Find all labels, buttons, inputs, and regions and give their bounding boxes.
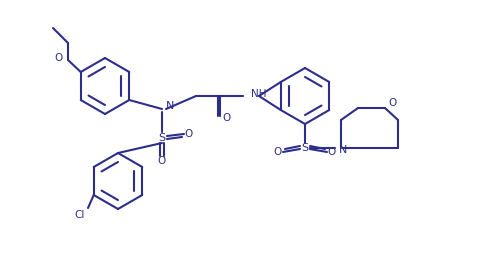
Text: O: O xyxy=(158,156,166,166)
Text: N: N xyxy=(339,145,348,155)
Text: Cl: Cl xyxy=(75,210,85,220)
Text: O: O xyxy=(389,98,397,108)
Text: S: S xyxy=(301,143,308,153)
Text: O: O xyxy=(274,147,282,157)
Text: S: S xyxy=(158,133,165,143)
Text: NH: NH xyxy=(251,89,267,99)
Text: O: O xyxy=(55,53,63,63)
Text: N: N xyxy=(166,101,175,111)
Text: O: O xyxy=(185,129,193,139)
Text: O: O xyxy=(328,147,336,157)
Text: O: O xyxy=(223,113,231,123)
